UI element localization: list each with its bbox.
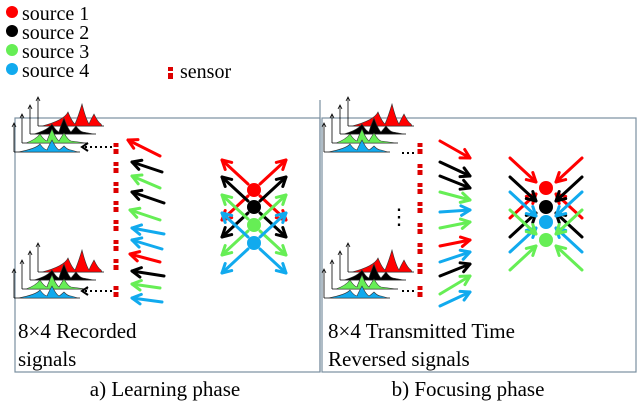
focusing-source-4-arrow-ur: [554, 208, 584, 236]
focusing-source-2-arrow-ul: [508, 175, 538, 203]
learning-sensor-3: [113, 182, 119, 193]
ellipsis: ⋮: [388, 204, 410, 229]
learning-sensor-7: [113, 259, 119, 270]
focusing-source-4-arrow-dr: [554, 244, 584, 272]
learning-source-4-arrow-ur: [258, 211, 288, 239]
learning-source-4-arrow-ul: [220, 211, 250, 239]
learning-panel-text-line1: 8×4 Recorded: [18, 319, 137, 343]
focusing-sensor-7: [417, 263, 423, 274]
focusing-transmitted-waveforms-top: [321, 96, 414, 153]
learning-source-4-arrow-dr: [258, 247, 288, 275]
focusing-source-2: [539, 200, 553, 214]
learning-incoming-arrow-2: [130, 158, 164, 174]
focusing-source-1-arrow-ur: [554, 156, 584, 184]
focusing-emitted-arrow-9: [438, 261, 472, 278]
source-1-marker: [6, 6, 18, 18]
focusing-panel-text-line2: Reversed signals: [328, 347, 470, 371]
focusing-source-4-arrow-ul: [508, 208, 538, 236]
learning-source-3-arrow-ur: [258, 193, 288, 221]
learning-phase-caption: a) Learning phase: [90, 377, 240, 401]
focusing-source-4: [539, 233, 553, 247]
focusing-transmitted-waveforms-bottom: [321, 242, 414, 299]
focusing-source-3-arrow-ur: [554, 190, 584, 218]
focusing-emitted-arrow-6: [438, 217, 472, 230]
learning-incoming-arrow-10: [130, 278, 162, 292]
learning-panel-text-line2: signals: [18, 347, 76, 371]
source-3-marker: [6, 44, 18, 56]
learning-source-1-arrow-ur: [258, 158, 288, 186]
focusing-sensor-5: [417, 223, 423, 234]
learning-incoming-arrow-1: [126, 138, 162, 158]
learning-source-4: [247, 236, 261, 250]
focusing-panel-text-line1: 8×4 Transmitted Time: [328, 319, 515, 343]
learning-source-1: [247, 183, 261, 197]
learning-incoming-arrow-9: [130, 266, 166, 279]
learning-sensor-4: [113, 201, 119, 212]
learning-readout-arrow-top: [80, 142, 112, 152]
source-4-marker: [6, 63, 18, 75]
learning-sensor-2: [113, 162, 119, 173]
focusing-emitted-arrow-1: [438, 139, 472, 160]
learning-incoming-arrow-5: [128, 206, 162, 222]
legend: source 1 source 2 source 3 source 4 sens…: [6, 3, 231, 83]
focusing-sensor-1: [417, 143, 423, 154]
learning-source-4-arrow-dl: [220, 247, 250, 275]
focusing-source-1: [539, 181, 553, 195]
learning-sensor-8: [113, 286, 119, 297]
focusing-source-1-arrow-ul: [508, 156, 538, 184]
learning-incoming-arrow-7: [130, 236, 164, 251]
focusing-phase-caption: b) Focusing phase: [392, 377, 545, 401]
focusing-panel-frame: [321, 117, 637, 373]
focusing-emitted-arrow-7: [438, 235, 472, 248]
focusing-emitted-arrow-10: [438, 274, 472, 296]
focusing-sensor-2: [417, 164, 423, 175]
learning-source-1-arrow-ul: [220, 158, 250, 186]
legend-source-3-label: source 3: [22, 41, 89, 63]
learning-recorded-waveforms-top: [11, 96, 104, 153]
focusing-sensor-8: [417, 286, 423, 297]
focusing-emitted-arrow-3: [438, 174, 472, 191]
learning-sensor-1: [113, 143, 119, 154]
focusing-source-2-arrow-ur: [554, 175, 584, 203]
focusing-source-3: [539, 215, 553, 229]
learning-incoming-arrow-11: [130, 292, 164, 306]
focusing-source-3-arrow-ul: [508, 190, 538, 218]
legend-source-4-label: source 4: [22, 60, 89, 82]
focusing-emitted-arrow-8: [438, 248, 472, 264]
learning-incoming-arrow-3: [130, 173, 162, 190]
legend-source-2-label: source 2: [22, 22, 89, 44]
source-2-marker: [6, 25, 18, 37]
learning-source-2-arrow-ul: [220, 175, 250, 203]
focusing-sensor-6: [417, 243, 423, 254]
legend-source-1-label: source 1: [22, 3, 89, 25]
legend-sensor-label: sensor: [180, 61, 231, 83]
learning-recorded-waveforms-bottom: [11, 242, 104, 299]
learning-incoming-arrow-4: [130, 188, 166, 205]
learning-source-2: [247, 200, 261, 214]
learning-readout-arrow-bottom: [80, 286, 112, 296]
learning-incoming-arrow-6: [130, 223, 166, 236]
learning-source-3: [247, 218, 261, 232]
learning-source-3-arrow-ul: [220, 193, 250, 221]
learning-sensor-6: [113, 240, 119, 251]
focusing-source-4-arrow-dl: [508, 244, 538, 272]
focusing-emitted-arrow-11: [438, 289, 472, 308]
diagram-elements: [11, 96, 584, 308]
learning-source-2-arrow-ur: [258, 175, 288, 203]
focusing-sensor-4: [417, 202, 423, 213]
focusing-sensor-3: [417, 183, 423, 194]
learning-sensor-5: [113, 220, 119, 231]
focusing-emitted-arrow-2: [438, 160, 472, 179]
legend-sensor-marker: [168, 67, 173, 79]
focusing-emitted-arrow-5: [438, 204, 472, 217]
focusing-emitted-arrow-4: [438, 190, 472, 204]
learning-incoming-arrow-8: [128, 250, 162, 264]
